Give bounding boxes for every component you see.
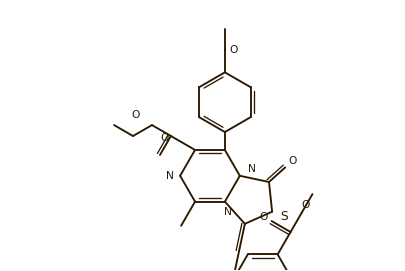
- Text: N: N: [224, 207, 231, 217]
- Text: O: O: [301, 200, 309, 210]
- Text: O: O: [259, 212, 267, 222]
- Text: O: O: [131, 110, 139, 120]
- Text: N: N: [247, 164, 255, 174]
- Text: N: N: [166, 171, 174, 181]
- Text: S: S: [279, 210, 287, 223]
- Text: O: O: [288, 156, 296, 166]
- Text: O: O: [229, 46, 237, 56]
- Text: O: O: [160, 133, 168, 143]
